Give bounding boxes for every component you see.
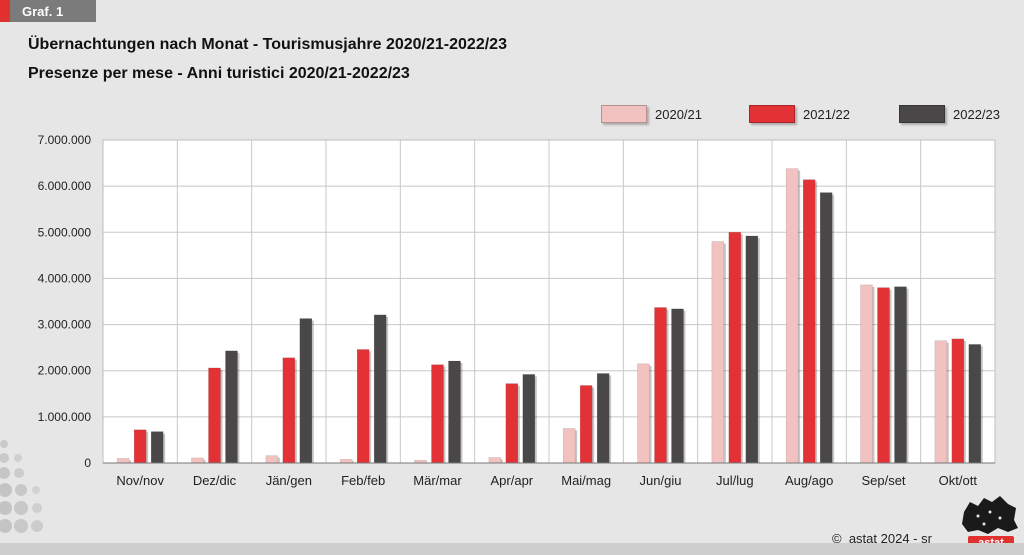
bar-2021-22 xyxy=(505,383,519,464)
bar-2021-22 xyxy=(802,179,816,464)
x-tick-label: Mai/mag xyxy=(561,473,611,488)
chart-title-de: Übernachtungen nach Monat - Tourismusjah… xyxy=(28,36,507,53)
x-tick-label: Jul/lug xyxy=(716,473,754,488)
bar-2022-23 xyxy=(150,431,164,464)
legend-item-2020-21: 2020/21 xyxy=(601,104,702,124)
bar-2021-22 xyxy=(728,231,742,464)
bar-2022-23 xyxy=(373,314,387,464)
legend-swatch-2020-21 xyxy=(601,105,647,123)
bar-2021-22 xyxy=(356,349,370,464)
x-tick-label: Apr/apr xyxy=(491,473,534,488)
y-tick-label: 3.000.000 xyxy=(38,318,92,332)
x-tick-label: Mär/mar xyxy=(413,473,462,488)
bar-2020-21 xyxy=(785,168,799,464)
bar-2020-21 xyxy=(116,458,130,464)
decorative-dots xyxy=(0,440,43,533)
bar-2020-21 xyxy=(339,459,353,464)
bar-2020-21 xyxy=(265,455,279,464)
x-tick-label: Sep/set xyxy=(861,473,905,488)
bar-2021-22 xyxy=(654,307,667,464)
y-tick-label: 4.000.000 xyxy=(38,271,92,285)
figure-tag-label: Graf. 1 xyxy=(22,3,64,19)
legend-swatch-2021-22 xyxy=(749,105,795,123)
bar-2020-21 xyxy=(488,457,502,464)
bar-2021-22 xyxy=(133,429,147,464)
credit: © astat 2024 - sr xyxy=(832,531,932,546)
legend-item-2021-22: 2021/22 xyxy=(749,104,850,124)
bar-2021-22 xyxy=(951,338,965,464)
bar-2021-22 xyxy=(431,364,444,464)
y-tick-label: 6.000.000 xyxy=(38,179,92,193)
y-tick-label: 5.000.000 xyxy=(38,225,92,239)
legend-item-2022-23: 2022/23 xyxy=(899,104,1000,124)
bar-2022-23 xyxy=(596,373,610,464)
astat-logo: astat xyxy=(962,496,1018,549)
x-tick-label: Okt/ott xyxy=(939,473,978,488)
bar-2022-23 xyxy=(894,286,907,464)
x-tick-label: Feb/feb xyxy=(341,473,385,488)
bar-2022-23 xyxy=(225,350,238,464)
legend-label-2022-23: 2022/23 xyxy=(953,106,1000,122)
y-tick-label: 2.000.000 xyxy=(38,364,92,378)
bar-2022-23 xyxy=(745,235,759,464)
figure-tag: Graf. 1 xyxy=(0,0,96,22)
credit-text: astat 2024 - sr xyxy=(848,531,932,546)
bar-2021-22 xyxy=(208,367,221,464)
bar-2020-21 xyxy=(711,241,725,464)
bar-2022-23 xyxy=(522,374,536,464)
bar-2020-21 xyxy=(191,457,204,464)
x-tick-label: Nov/nov xyxy=(116,473,164,488)
bar-2021-22 xyxy=(579,385,593,464)
legend-swatch-2022-23 xyxy=(899,105,945,123)
bar-2022-23 xyxy=(671,308,684,464)
x-tick-label: Jän/gen xyxy=(266,473,312,488)
bar-2020-21 xyxy=(562,428,576,464)
x-tick-label: Jun/giu xyxy=(640,473,682,488)
bottom-bar xyxy=(0,543,1024,555)
bar-2022-23 xyxy=(819,192,833,464)
bar-2022-23 xyxy=(299,318,313,464)
bar-2021-22 xyxy=(877,287,890,464)
x-tick-label: Dez/dic xyxy=(193,473,237,488)
y-tick-label: 1.000.000 xyxy=(38,410,92,424)
x-tick-label: Aug/ago xyxy=(785,473,833,488)
bar-2022-23 xyxy=(448,360,461,464)
bar-2020-21 xyxy=(860,284,873,464)
bar-2021-22 xyxy=(282,357,296,464)
bar-2020-21 xyxy=(934,340,948,464)
bar-2020-21 xyxy=(637,363,650,464)
y-tick-label: 7.000.000 xyxy=(38,133,92,147)
legend-label-2021-22: 2021/22 xyxy=(803,106,850,122)
legend-label-2020-21: 2020/21 xyxy=(655,106,702,122)
tag-accent xyxy=(0,0,10,22)
chart-title-it: Presenze per mese - Anni turistici 2020/… xyxy=(28,65,410,82)
copyright-icon: © xyxy=(832,531,842,546)
bar-2022-23 xyxy=(968,344,982,464)
y-tick-label: 0 xyxy=(84,456,91,470)
